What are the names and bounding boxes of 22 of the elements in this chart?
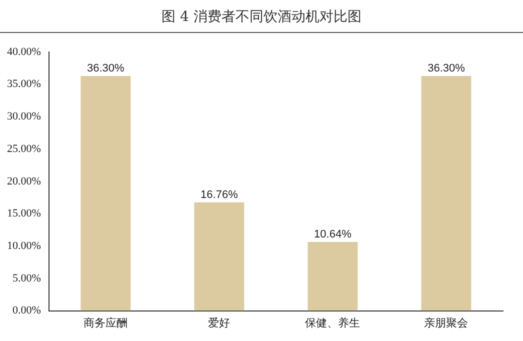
data-label: 10.64% xyxy=(314,228,352,240)
data-label: 36.30% xyxy=(87,62,125,74)
data-label: 16.76% xyxy=(200,188,238,201)
x-tick-label: 亲朋聚会 xyxy=(424,316,468,330)
chart-title: 图 4 消费者不同饮酒动机对比图 xyxy=(160,8,362,26)
data-label: 36.30% xyxy=(428,62,466,74)
bar xyxy=(308,242,358,311)
y-tick-label: 30.00% xyxy=(6,110,41,123)
x-tick-label: 商务应酬 xyxy=(84,316,128,330)
y-tick-label: 40.00% xyxy=(6,46,41,58)
y-tick-label: 35.00% xyxy=(6,78,41,90)
bar xyxy=(80,76,131,311)
bar xyxy=(421,76,472,311)
x-tick-label: 保健、养生 xyxy=(305,316,360,330)
x-tick-label: 爱好 xyxy=(208,316,230,330)
bar xyxy=(194,202,244,311)
y-tick-label: 15.00% xyxy=(6,208,41,220)
y-tick-label: 0.00% xyxy=(12,304,41,317)
y-tick-label: 5.00% xyxy=(12,272,41,284)
y-tick-label: 20.00% xyxy=(6,175,41,188)
y-tick-label: 25.00% xyxy=(6,142,41,155)
y-tick-label: 10.00% xyxy=(6,240,41,252)
